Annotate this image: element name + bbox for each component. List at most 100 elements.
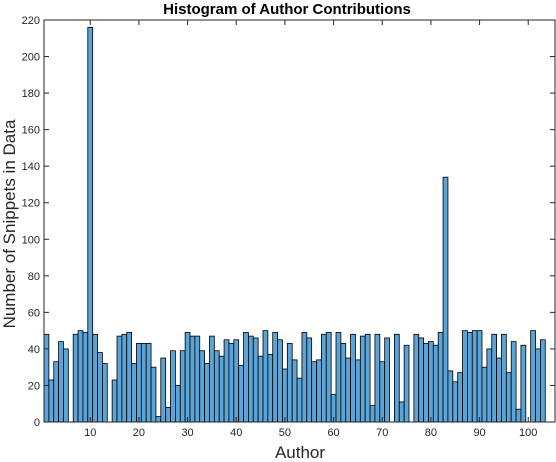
x-axis-label: Author: [275, 443, 325, 462]
histogram-bar-15: [111, 379, 118, 423]
histogram-bar-13: [102, 363, 108, 423]
histogram-bar-11: [92, 333, 98, 423]
histogram-bar-4: [58, 341, 64, 423]
histogram-bar-85: [452, 381, 459, 423]
bars-group: [43, 26, 546, 423]
histogram-bar-69: [374, 333, 381, 423]
y-tick-label: 120: [22, 198, 40, 210]
histogram-bar-45: [257, 355, 264, 423]
histogram-bar-74: [398, 401, 405, 423]
histogram-bar-9: [82, 332, 89, 423]
y-tick-label: 160: [22, 125, 40, 137]
histogram-bar-48: [272, 332, 279, 423]
histogram-bar-43: [247, 335, 254, 423]
histogram-bar-63: [345, 357, 352, 423]
histogram-bar-87: [462, 330, 468, 423]
histogram-bar-32: [194, 335, 201, 423]
histogram-bar-53: [296, 377, 303, 423]
histogram-bar-71: [384, 337, 390, 423]
y-tick-label: 0: [34, 417, 40, 429]
x-tick-label: 30: [181, 427, 193, 439]
histogram-bar-2: [48, 379, 55, 423]
histogram-bar-30: [184, 332, 191, 423]
histogram-bar-98: [515, 408, 522, 423]
histogram-bar-55: [306, 337, 313, 423]
histogram-bar-103: [540, 339, 546, 423]
histogram-bar-46: [262, 330, 269, 423]
histogram-bar-19: [131, 363, 137, 423]
histogram-bar-61: [335, 332, 342, 423]
histogram-bar-3: [53, 361, 59, 423]
histogram-bar-54: [301, 332, 308, 423]
histogram-bar-17: [121, 333, 128, 423]
histogram-bar-33: [199, 350, 205, 423]
histogram-bar-86: [457, 372, 463, 423]
histogram-bar-101: [530, 330, 536, 423]
histogram-bar-27: [170, 350, 176, 423]
histogram-bar-29: [179, 350, 186, 423]
histogram-bar-84: [447, 370, 454, 423]
histogram-bar-8: [77, 330, 84, 423]
histogram-bar-91: [481, 366, 488, 423]
histogram-bar-94: [496, 357, 502, 423]
x-tick-label: 80: [425, 427, 437, 439]
histogram-bar-93: [491, 333, 498, 423]
histogram-bar-18: [126, 332, 133, 423]
histogram-bar-16: [116, 335, 123, 423]
histogram-bar-57: [316, 359, 322, 423]
histogram-bar-65: [355, 359, 361, 423]
x-tick-label: 10: [84, 427, 96, 439]
x-tick-label: 40: [230, 427, 242, 439]
histogram-bar-62: [340, 343, 347, 423]
y-tick-label: 80: [28, 271, 40, 283]
histogram-bar-31: [189, 335, 196, 423]
histogram-bar-58: [320, 333, 327, 423]
x-tick-label: 100: [519, 427, 537, 439]
y-tick-label: 200: [22, 52, 40, 64]
histogram-bar-59: [325, 332, 332, 423]
histogram-bar-40: [233, 339, 240, 423]
histogram-bar-68: [369, 405, 376, 423]
y-tick-label: 60: [28, 307, 40, 319]
histogram-bar-79: [423, 343, 429, 423]
histogram-bar-67: [364, 333, 371, 423]
histogram-bar-73: [393, 333, 400, 423]
histogram-bar-44: [252, 337, 259, 423]
histogram-bar-34: [204, 363, 210, 423]
histogram-bar-1: [43, 333, 50, 423]
histogram-bar-37: [218, 355, 225, 423]
histogram-bar-21: [140, 343, 147, 423]
histogram-bar-38: [223, 339, 230, 423]
plot-area-frame: [43, 19, 556, 423]
histogram-bar-42: [243, 332, 249, 423]
x-axis: 10 20 30 40 50 60 70 80 90 100: [84, 20, 537, 439]
histogram-bar-77: [413, 333, 420, 423]
histogram-bar-90: [476, 330, 483, 423]
histogram-bar-51: [286, 343, 293, 423]
y-tick-label: 40: [28, 344, 40, 356]
x-tick-label: 60: [327, 427, 339, 439]
histogram-bar-39: [228, 343, 235, 423]
histogram-bar-80: [428, 341, 434, 423]
histogram-bar-83: [442, 176, 449, 423]
histogram-bar-26: [165, 406, 171, 423]
histogram-bar-7: [72, 333, 79, 423]
chart-title: Histogram of Author Contributions: [163, 1, 411, 18]
histogram-bar-23: [150, 366, 157, 423]
histogram-bar-66: [359, 335, 366, 423]
histogram-bar-75: [403, 344, 410, 423]
histogram-bar-28: [174, 385, 181, 423]
x-tick-label: 50: [279, 427, 291, 439]
histogram-bar-24: [155, 416, 162, 423]
histogram-bar-49: [277, 339, 283, 423]
histogram-bar-78: [418, 337, 425, 423]
histogram-bar-95: [501, 333, 507, 423]
y-tick-label: 140: [22, 161, 40, 173]
histogram-bar-22: [145, 343, 152, 423]
histogram-bar-41: [238, 364, 244, 423]
histogram-bar-96: [505, 372, 512, 423]
x-tick-label: 70: [376, 427, 388, 439]
histogram-bar-5: [63, 348, 69, 423]
histogram-bar-25: [160, 357, 167, 423]
